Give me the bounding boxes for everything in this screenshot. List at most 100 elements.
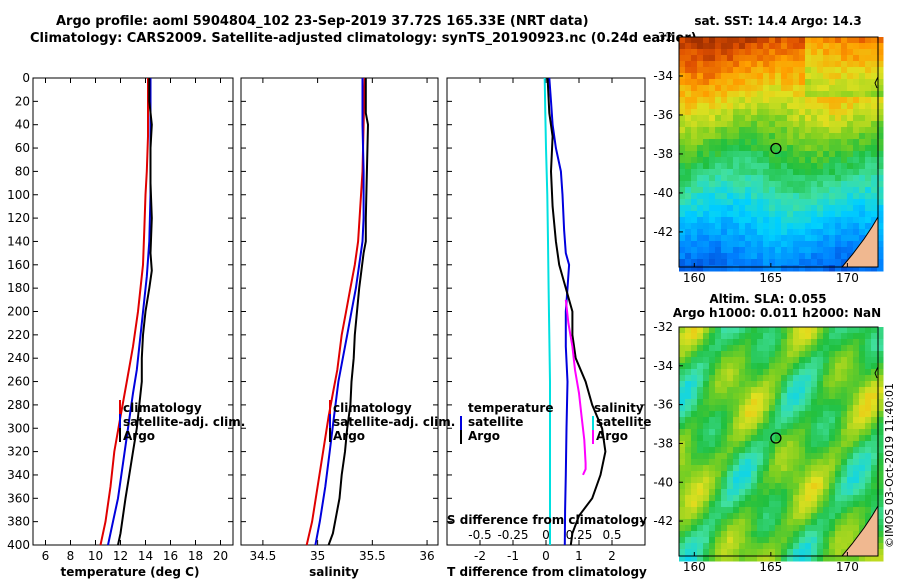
map-cell [727, 471, 734, 478]
map-cell [775, 259, 782, 266]
map-cell [847, 151, 854, 158]
map-cell [733, 339, 740, 346]
map-cell [763, 181, 770, 188]
map-cell [799, 259, 806, 266]
map-cell [793, 211, 800, 218]
map-cell [727, 399, 734, 406]
lon-tick-label: 160 [683, 271, 706, 285]
map-cell [697, 187, 704, 194]
map-cell [817, 441, 824, 448]
map-cell [847, 411, 854, 418]
map-cell [799, 79, 806, 86]
map-cell [853, 519, 860, 526]
map-cell [787, 339, 794, 346]
map-cell [829, 483, 836, 490]
map-cell [727, 109, 734, 116]
map-cell [877, 465, 884, 472]
map-cell [715, 489, 722, 496]
map-cell [781, 339, 788, 346]
x2-tick-label: 0.5 [602, 528, 621, 542]
map-cell [697, 459, 704, 466]
map-cell [817, 423, 824, 430]
map-cell [691, 351, 698, 358]
map-cell [805, 199, 812, 206]
map-cell [739, 339, 746, 346]
map-cell [859, 205, 866, 212]
map-cell [811, 453, 818, 460]
map-cell [769, 453, 776, 460]
map-cell [835, 447, 842, 454]
map-cell [763, 217, 770, 224]
map-cell [757, 55, 764, 62]
map-cell [835, 339, 842, 346]
map-cell [829, 115, 836, 122]
map-cell [793, 465, 800, 472]
map-cell [769, 381, 776, 388]
map-cell [721, 381, 728, 388]
map-cell [763, 417, 770, 424]
map-cell [847, 555, 854, 562]
map-cell [691, 61, 698, 68]
map-cell [805, 163, 812, 170]
map-cell [685, 387, 692, 394]
map-cell [727, 253, 734, 260]
map-cell [847, 327, 854, 334]
map-cell [847, 91, 854, 98]
x-tick-label: 35 [310, 549, 325, 563]
map-cell [727, 549, 734, 556]
map-cell [805, 453, 812, 460]
map-cell [877, 399, 884, 406]
map-cell [829, 513, 836, 520]
map-cell [733, 381, 740, 388]
map-cell [739, 223, 746, 230]
map-cell [793, 181, 800, 188]
map-cell [715, 375, 722, 382]
map-cell [691, 507, 698, 514]
map-cell [805, 175, 812, 182]
map-cell [829, 103, 836, 110]
map-cell [721, 157, 728, 164]
map-cell [691, 163, 698, 170]
map-cell [841, 91, 848, 98]
map-cell [691, 205, 698, 212]
map-cell [763, 73, 770, 80]
map-cell [841, 411, 848, 418]
map-cell [727, 247, 734, 254]
map-cell [727, 417, 734, 424]
map-cell [865, 43, 872, 50]
map-cell [871, 465, 878, 472]
map-cell [877, 151, 884, 158]
map-cell [739, 61, 746, 68]
map-cell [703, 357, 710, 364]
map-cell [697, 333, 704, 340]
map-cell [733, 169, 740, 176]
map-cell [799, 369, 806, 376]
map-cell [787, 411, 794, 418]
map-cell [859, 483, 866, 490]
map-cell [823, 187, 830, 194]
map-cell [841, 169, 848, 176]
map-cell [841, 103, 848, 110]
map-cell [799, 235, 806, 242]
map-cell [721, 339, 728, 346]
map-cell [775, 441, 782, 448]
map-cell [847, 357, 854, 364]
map-cell [835, 387, 842, 394]
map-cell [775, 363, 782, 370]
map-cell [751, 109, 758, 116]
lat-tick-label: -34 [653, 359, 673, 373]
map-cell [835, 495, 842, 502]
map-cell [805, 483, 812, 490]
map-cell [745, 115, 752, 122]
map-cell [769, 85, 776, 92]
y-tick-label: 320 [7, 445, 30, 459]
map-cell [781, 447, 788, 454]
map-cell [739, 145, 746, 152]
map-cell [829, 133, 836, 140]
map-cell [853, 489, 860, 496]
map-cell [745, 447, 752, 454]
map-cell [751, 351, 758, 358]
map-cell [829, 145, 836, 152]
map-cell [703, 121, 710, 128]
map-cell [805, 193, 812, 200]
